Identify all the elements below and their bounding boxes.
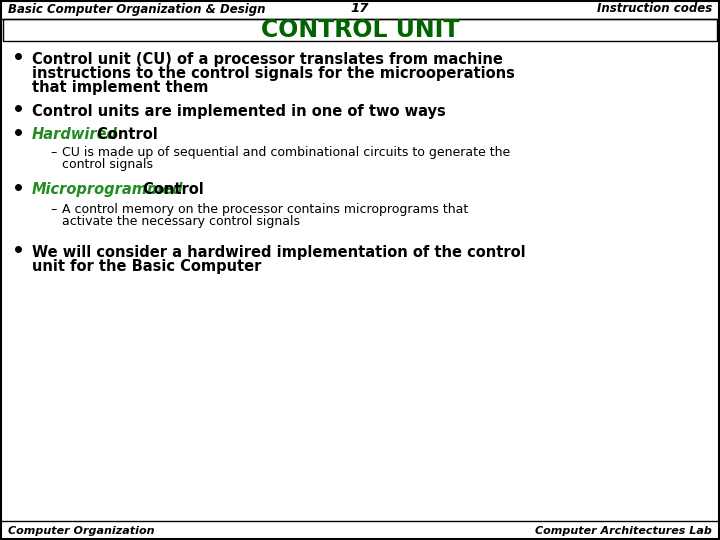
Text: Computer Organization: Computer Organization [8,525,155,536]
Text: We will consider a hardwired implementation of the control: We will consider a hardwired implementat… [32,245,526,260]
Text: 17: 17 [351,3,369,16]
Bar [3,19,717,41]
Text: control signals: control signals [62,158,153,171]
Text: Microprogrammed: Microprogrammed [32,182,184,197]
Text: –: – [50,203,56,216]
Text: Basic Computer Organization & Design: Basic Computer Organization & Design [8,3,266,16]
Text: that implement them: that implement them [32,80,208,95]
Text: Hardwired: Hardwired [32,127,118,142]
Text: activate the necessary control signals: activate the necessary control signals [62,215,300,228]
Text: CU is made up of sequential and combinational circuits to generate the: CU is made up of sequential and combinat… [62,146,510,159]
Text: Control units are implemented in one of two ways: Control units are implemented in one of … [32,104,446,119]
Text: –: – [50,146,56,159]
Text: Computer Architectures Lab: Computer Architectures Lab [535,525,712,536]
Text: A control memory on the processor contains microprograms that: A control memory on the processor contai… [62,203,468,216]
Text: Control: Control [138,182,204,197]
Text: CONTROL UNIT: CONTROL UNIT [261,18,459,42]
Text: unit for the Basic Computer: unit for the Basic Computer [32,259,261,274]
Text: Instruction codes: Instruction codes [597,3,712,16]
Text: Control: Control [92,127,158,142]
Text: Control unit (CU) of a processor translates from machine: Control unit (CU) of a processor transla… [32,52,503,67]
Text: instructions to the control signals for the microoperations: instructions to the control signals for … [32,66,515,81]
